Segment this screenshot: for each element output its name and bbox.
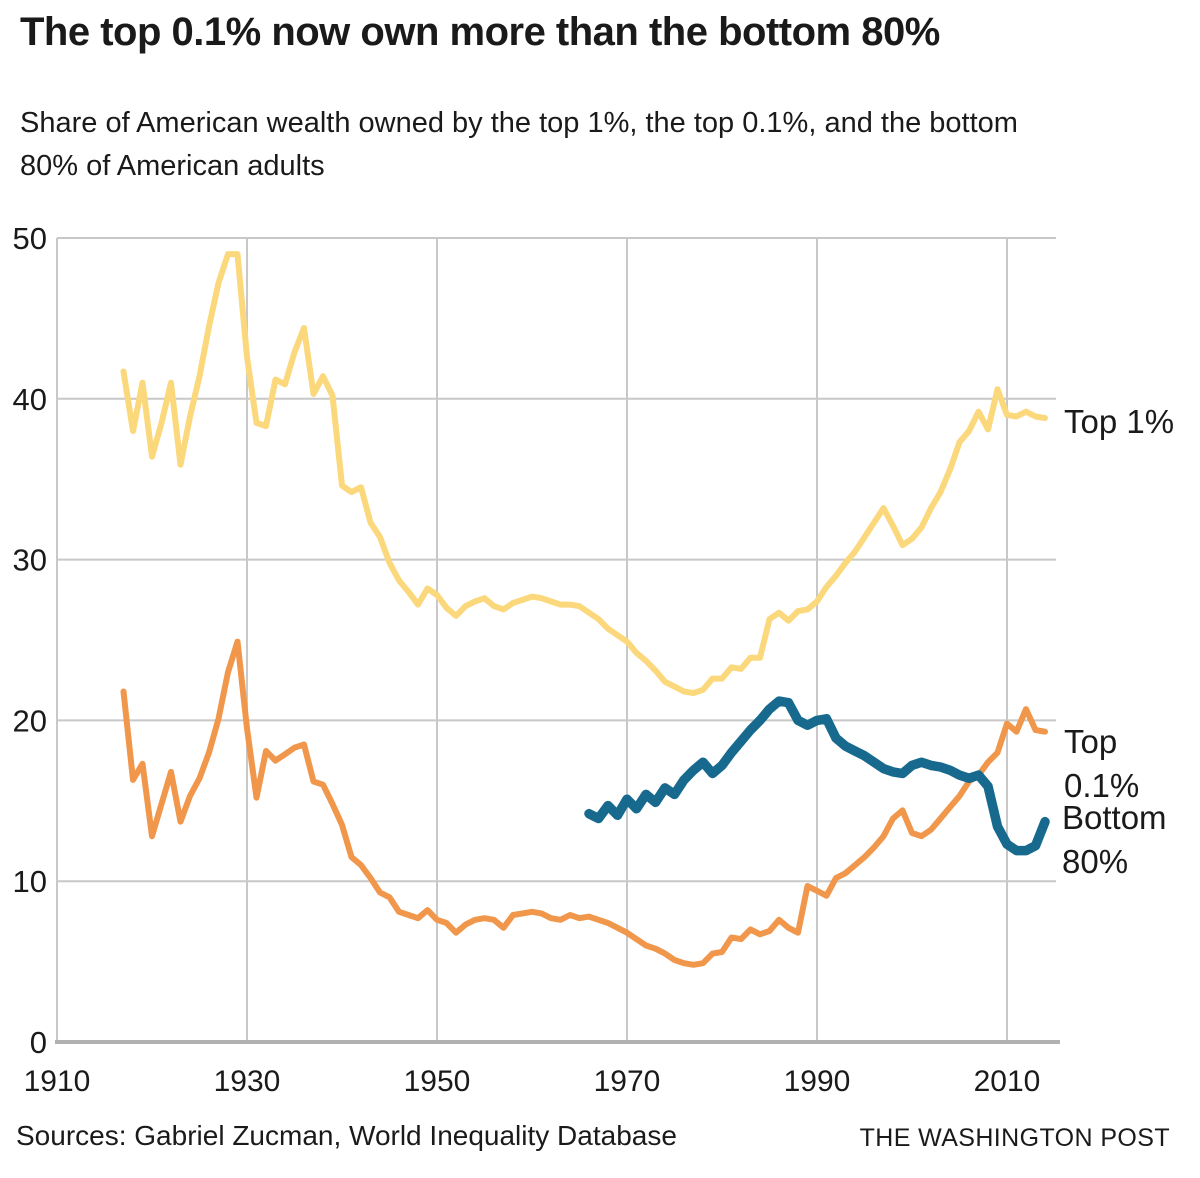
series-line-top01 bbox=[120, 638, 1048, 968]
y-tick-label-40: 40 bbox=[13, 382, 47, 417]
page-title: The top 0.1% now own more than the botto… bbox=[20, 10, 940, 54]
y-tick-label-50: 50 bbox=[13, 221, 47, 256]
series-label-top-0-1-percent: Top 0.1% bbox=[1064, 723, 1140, 804]
x-tick-label-1990: 1990 bbox=[784, 1065, 851, 1098]
chart-subtitle: Share of American wealth owned by the to… bbox=[20, 107, 1018, 182]
x-tick-label-1950: 1950 bbox=[404, 1065, 471, 1098]
x-tick-label-1930: 1930 bbox=[214, 1065, 281, 1098]
series-label-bottom-80-percent: Bottom 80% bbox=[1062, 799, 1167, 880]
series-line-top1 bbox=[120, 251, 1048, 697]
y-tick-label-20: 20 bbox=[13, 703, 47, 738]
publisher-credit: THE WASHINGTON POST bbox=[859, 1124, 1170, 1152]
x-tick-label-2010: 2010 bbox=[974, 1065, 1041, 1098]
y-tick-label-10: 10 bbox=[13, 864, 47, 899]
source-note: Sources: Gabriel Zucman, World Inequalit… bbox=[16, 1120, 677, 1151]
x-tick-label-1910: 1910 bbox=[24, 1065, 91, 1098]
y-tick-label-30: 30 bbox=[13, 543, 47, 578]
series-label-top-1-percent: Top 1% bbox=[1064, 403, 1175, 440]
y-tick-label-0: 0 bbox=[30, 1025, 47, 1060]
x-tick-label-1970: 1970 bbox=[594, 1065, 661, 1098]
series-line-bottom80 bbox=[584, 696, 1050, 856]
